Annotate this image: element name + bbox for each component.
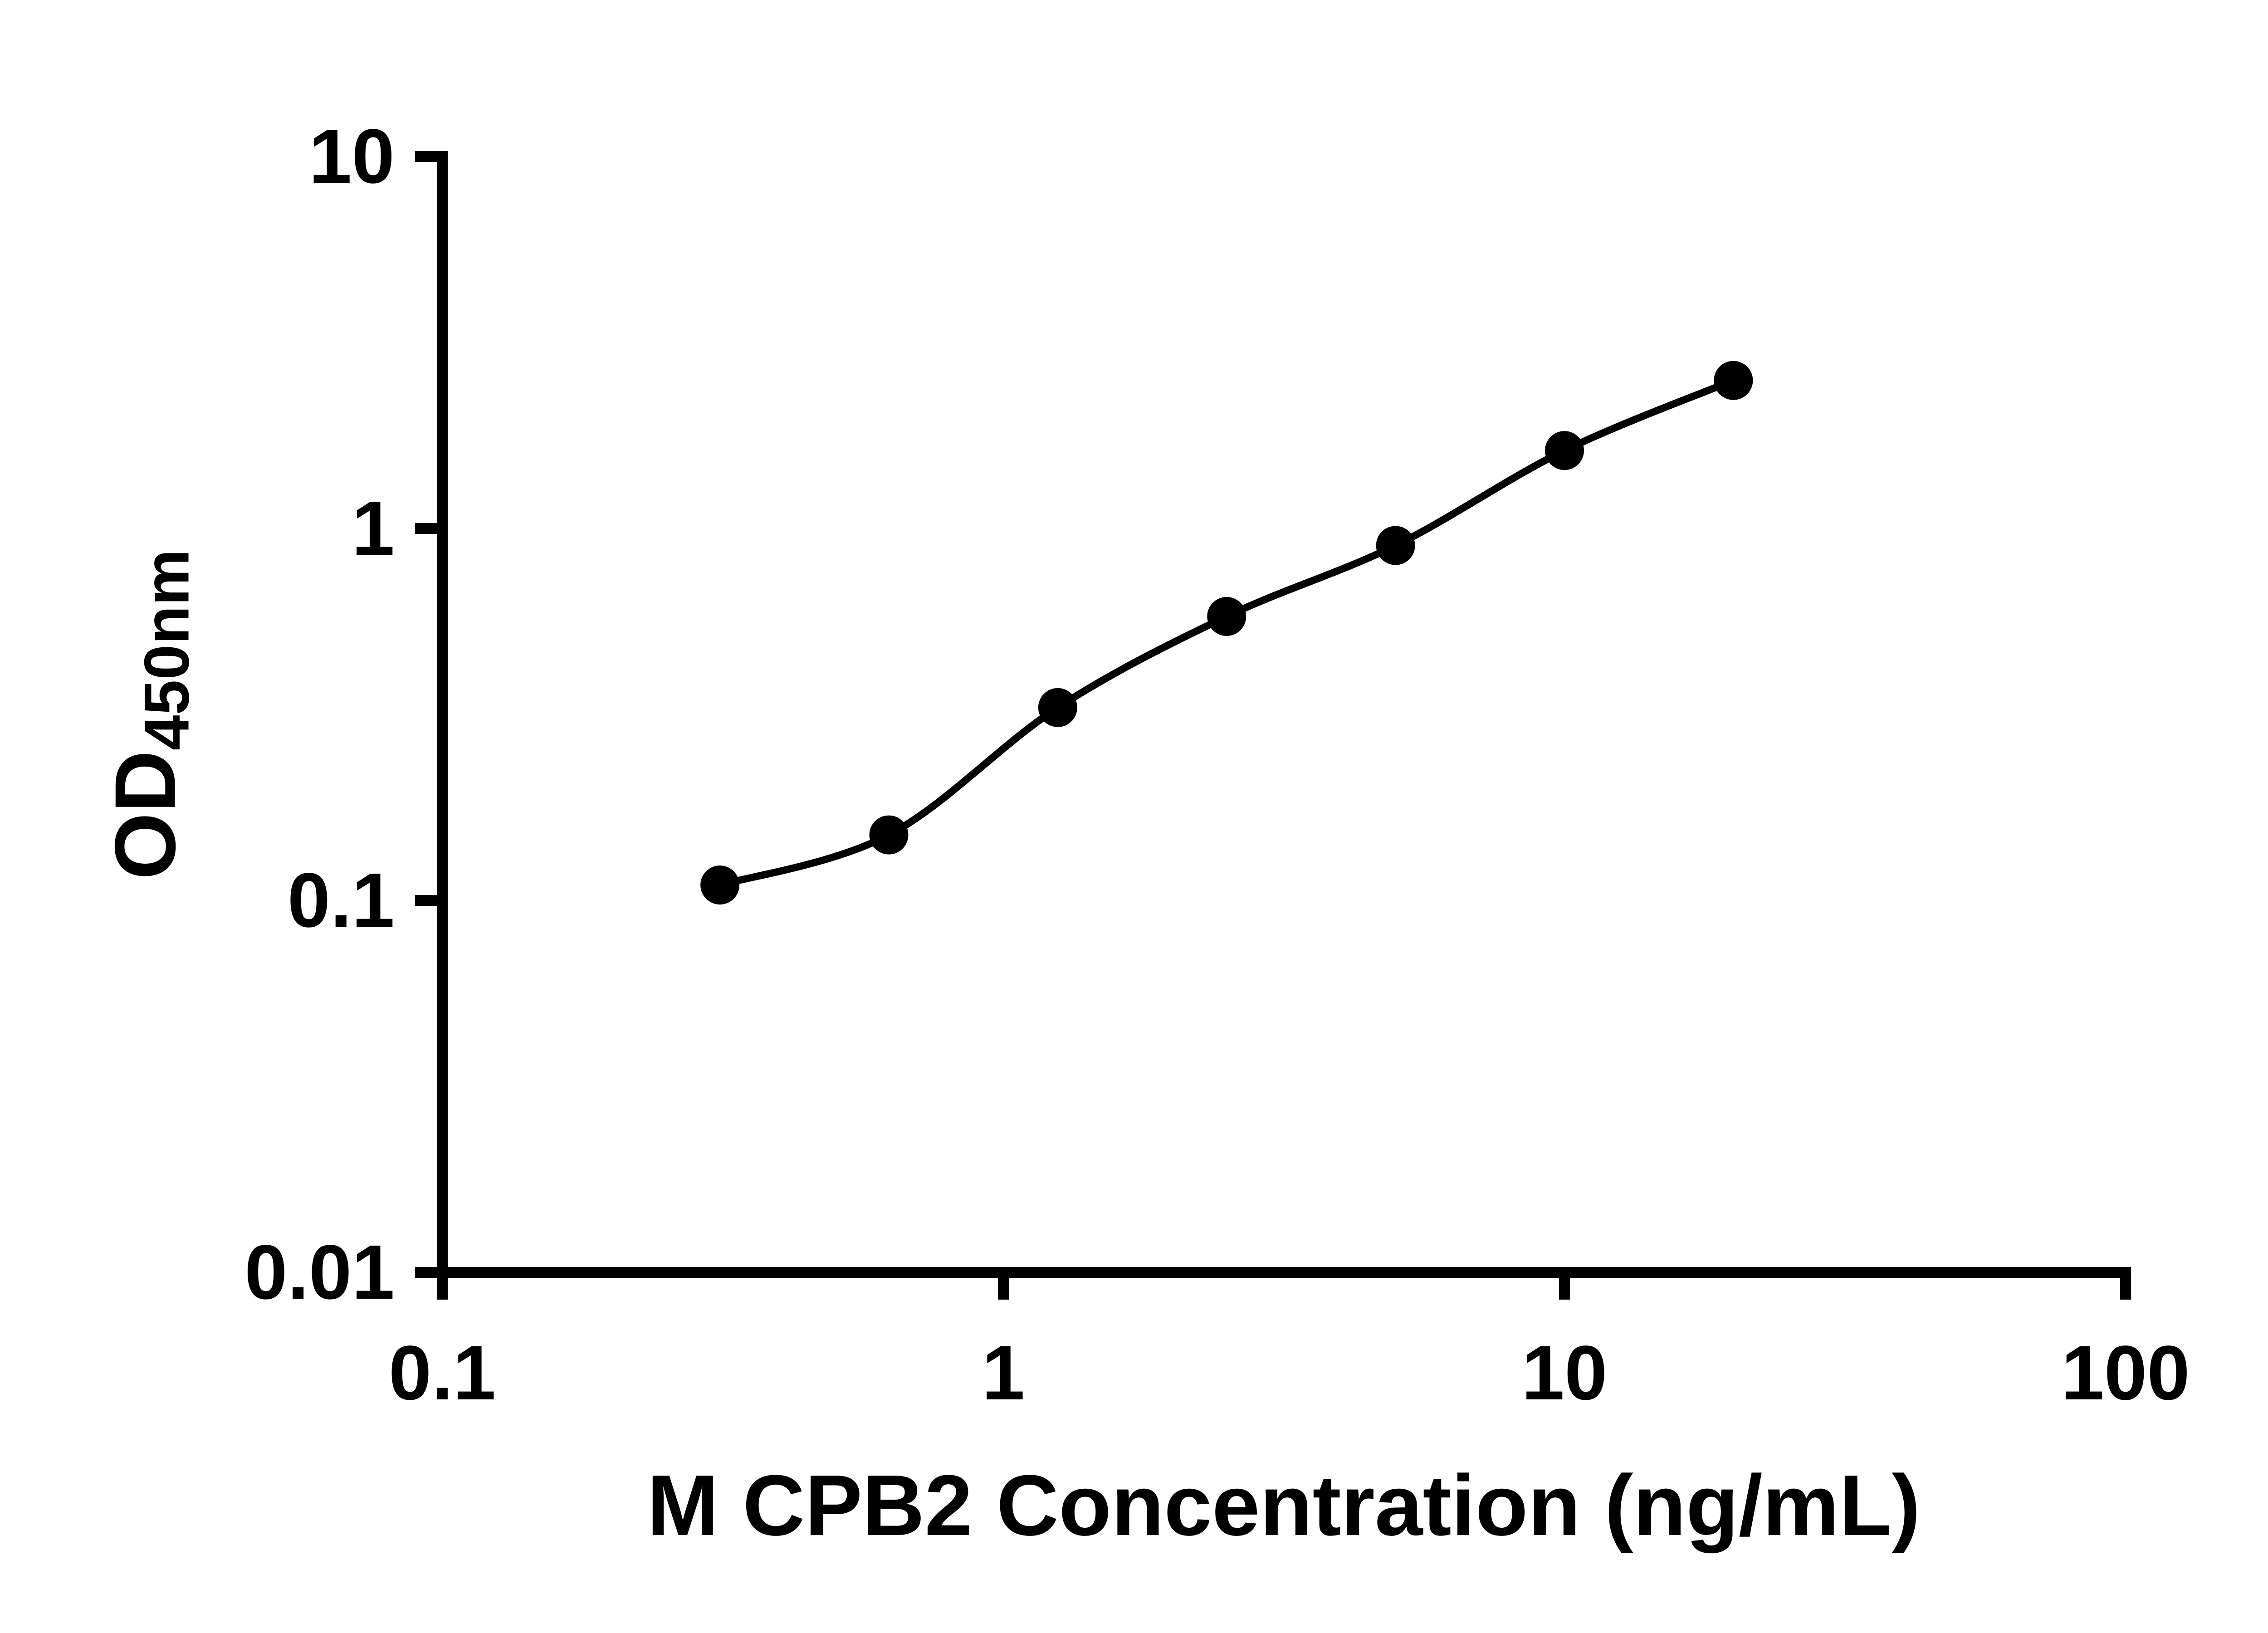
y-tick-label: 0.01 <box>244 1229 395 1315</box>
y-axis-title-main: OD <box>97 750 194 880</box>
data-point-marker <box>1207 596 1246 636</box>
y-tick-label: 0.1 <box>288 857 395 944</box>
data-point-marker <box>1038 688 1077 727</box>
x-tick-label: 10 <box>1521 1330 1607 1416</box>
y-axis-title-subscript: 450nm <box>131 549 202 751</box>
data-point-marker <box>1714 361 1753 400</box>
x-axis-title: M CPB2 Concentration (ng/mL) <box>647 1456 1921 1555</box>
data-point-marker <box>869 815 909 855</box>
data-point-marker <box>700 865 740 905</box>
data-point-marker <box>1545 431 1584 470</box>
y-tick-label: 1 <box>352 485 395 572</box>
axes-line <box>437 151 2131 1278</box>
x-tick-label: 0.1 <box>389 1330 496 1416</box>
x-tick-label: 100 <box>2061 1330 2190 1416</box>
y-axis-title: OD450nm <box>96 549 204 880</box>
x-axis-title-text: M CPB2 Concentration (ng/mL) <box>647 1457 1921 1554</box>
x-tick-label: 1 <box>982 1330 1025 1416</box>
data-point-marker <box>1376 526 1415 565</box>
y-tick-label: 10 <box>309 113 395 200</box>
